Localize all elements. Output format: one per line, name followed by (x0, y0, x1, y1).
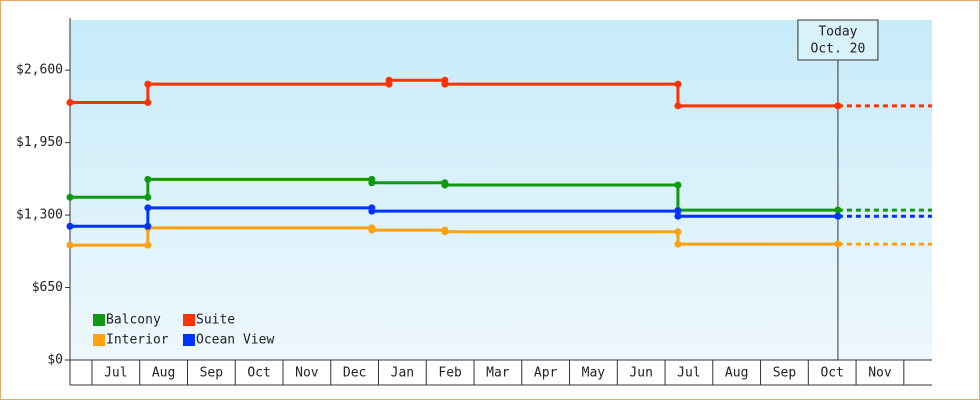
series (66, 76, 932, 110)
x-tick-label: Aug (152, 366, 175, 381)
point-marker (441, 80, 449, 88)
x-tick-label: Aug (725, 366, 748, 381)
series (66, 204, 932, 230)
x-tick-label: Jul (104, 366, 127, 381)
point-marker (441, 228, 449, 236)
step-end-marker (144, 193, 152, 201)
point-marker (441, 181, 449, 189)
point-marker (66, 222, 74, 230)
x-tick-label: May (582, 366, 606, 381)
y-tick-label: $0 (47, 353, 63, 368)
y-tick-label: $1,950 (16, 135, 63, 150)
point-marker (368, 179, 376, 187)
point-marker (834, 206, 842, 214)
series (66, 224, 932, 249)
x-tick-label: Oct (820, 366, 843, 381)
legend-label: Suite (196, 313, 235, 328)
x-tick-label: Dec (343, 366, 366, 381)
point-marker (66, 241, 74, 249)
point-marker (144, 175, 152, 183)
x-tick-label: Mar (486, 366, 510, 381)
x-tick-label: Sep (773, 366, 797, 381)
today-date: Oct. 20 (811, 42, 866, 57)
x-tick-label: Nov (295, 366, 319, 381)
point-marker (368, 207, 376, 215)
x-tick-label: Jul (677, 366, 700, 381)
point-marker (834, 240, 842, 248)
point-marker (385, 76, 393, 84)
point-marker (66, 193, 74, 201)
x-tick-label: Feb (438, 366, 462, 381)
step-end-marker (674, 181, 682, 189)
y-tick-label: $1,300 (16, 208, 63, 223)
legend-swatch (183, 334, 195, 346)
today-label: Today (818, 25, 857, 40)
x-tick-label: Apr (534, 366, 558, 381)
legend-label: Balcony (106, 313, 161, 328)
legend-swatch (93, 314, 105, 326)
x-tick-label: Oct (247, 366, 270, 381)
step-end-marker (674, 228, 682, 236)
point-marker (674, 212, 682, 220)
point-marker (66, 98, 74, 106)
x-tick-label: Jan (391, 366, 414, 381)
legend-label: Ocean View (196, 333, 274, 348)
step-end-marker (144, 222, 152, 230)
x-tick-label: Sep (200, 366, 224, 381)
step-end-marker (674, 80, 682, 88)
today-box (797, 19, 879, 61)
point-marker (674, 240, 682, 248)
legend-swatch (93, 334, 105, 346)
legend-swatch (183, 314, 195, 326)
x-tick-label: Nov (868, 366, 892, 381)
x-tick-label: Jun (629, 366, 652, 381)
point-marker (674, 102, 682, 110)
y-tick-label: $2,600 (16, 63, 63, 78)
y-tick-label: $650 (32, 280, 63, 295)
point-marker (368, 226, 376, 234)
plot-area (70, 20, 932, 360)
point-marker (834, 102, 842, 110)
point-marker (144, 204, 152, 212)
point-marker (834, 212, 842, 220)
step-end-marker (144, 98, 152, 106)
step-end-marker (674, 207, 682, 215)
step-end-marker (144, 241, 152, 249)
legend-label: Interior (106, 333, 169, 348)
point-marker (144, 80, 152, 88)
